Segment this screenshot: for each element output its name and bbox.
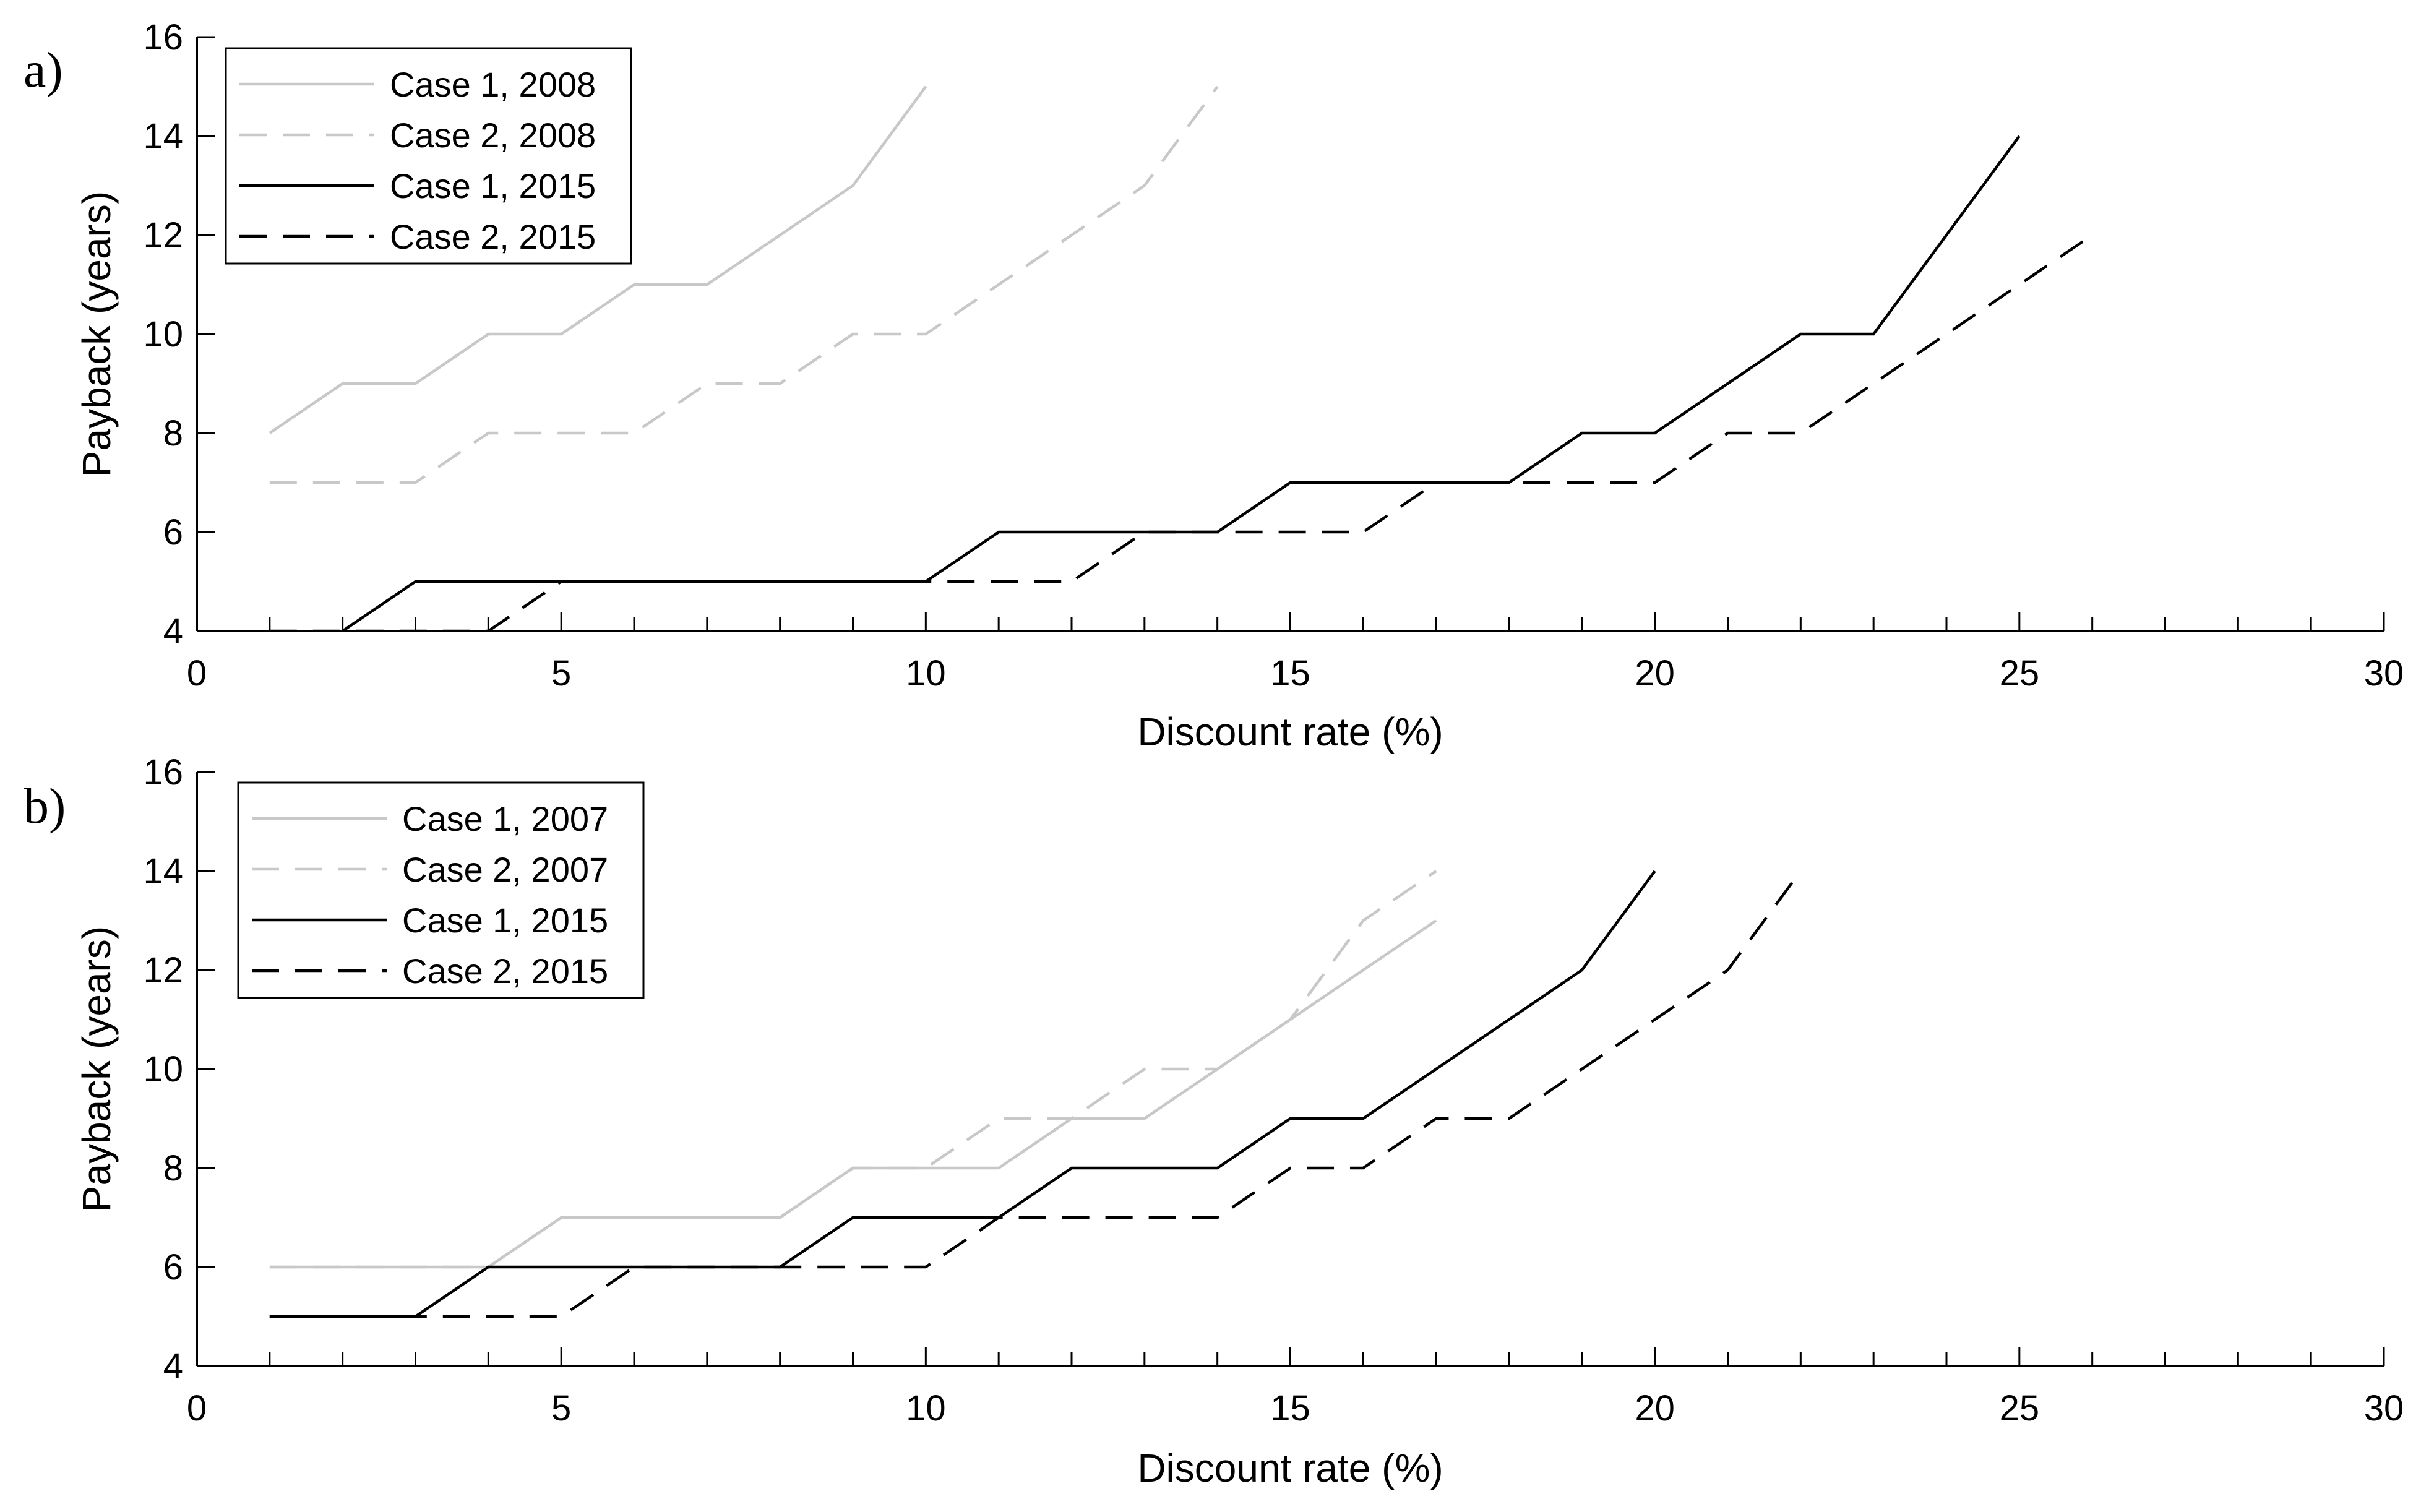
legend-entry-2: Case 2, 2007: [402, 850, 608, 889]
legend-entry-3: Case 1, 2015: [390, 166, 596, 205]
y-axis-label: Payback (years): [74, 191, 119, 477]
y-tick-label: 12: [143, 950, 183, 990]
series-line-4: [269, 870, 1802, 1318]
legend-entry-1: Case 1, 2008: [390, 65, 596, 104]
legend-entry-3: Case 1, 2015: [402, 901, 608, 940]
series-line-2: [269, 870, 1437, 1269]
series-line-4: [269, 234, 2093, 631]
x-tick-label: 0: [187, 653, 207, 694]
series-line-1: [269, 85, 927, 434]
y-tick-label: 12: [143, 215, 183, 256]
x-axis-label: Discount rate (%): [1137, 710, 1443, 754]
x-tick-label: 25: [2000, 1388, 2040, 1428]
y-tick-label: 10: [143, 1049, 183, 1089]
legend: Case 1, 2007 Case 2, 2007 Case 1, 2015 Case…: [237, 781, 645, 999]
x-tick-label: 20: [1635, 653, 1675, 694]
y-tick-label: 4: [163, 611, 183, 651]
x-tick-label: 10: [906, 1388, 946, 1428]
x-tick-label: 10: [906, 653, 946, 694]
y-tick-label: 16: [143, 17, 183, 58]
x-axis-label: Discount rate (%): [1137, 1446, 1443, 1490]
y-tick-label: 8: [163, 1148, 183, 1188]
x-tick-label: 30: [2364, 1388, 2404, 1428]
chart-panel-a: a) 0 5 10 15 20 25 30 4 6 8 10 12 14 16 Discount rate (…: [24, 17, 2404, 754]
panel-label: b): [24, 778, 66, 834]
chart-panel-b: b) 0 5 10 15 20 25 30 4 6 8 10 12 14 16 Discount rate (…: [24, 752, 2404, 1490]
legend-entry-1: Case 1, 2007: [402, 799, 608, 838]
x-tick-label: 20: [1635, 1388, 1675, 1428]
legend-entry-4: Case 2, 2015: [390, 217, 596, 256]
y-tick-label: 4: [163, 1346, 183, 1386]
y-tick-label: 8: [163, 413, 183, 453]
x-tick-label: 0: [187, 1388, 207, 1428]
x-tick-label: 15: [1270, 1388, 1310, 1428]
y-axis-label: Payback (years): [74, 926, 119, 1212]
panel-label: a): [24, 41, 63, 98]
series-line-3: [269, 870, 1656, 1318]
x-tick-label: 25: [2000, 653, 2040, 694]
x-tick-label: 30: [2364, 653, 2404, 694]
y-tick-label: 14: [143, 116, 183, 157]
x-tick-label: 15: [1270, 653, 1310, 694]
y-tick-label: 6: [163, 1247, 183, 1287]
y-tick-label: 6: [163, 512, 183, 552]
legend-entry-4: Case 2, 2015: [402, 951, 608, 990]
y-tick-label: 16: [143, 752, 183, 793]
legend: Case 1, 2008 Case 2, 2008 Case 1, 2015 Case…: [225, 47, 632, 265]
legend-entry-2: Case 2, 2008: [390, 116, 596, 155]
x-tick-label: 5: [551, 1388, 571, 1428]
x-tick-label: 5: [551, 653, 571, 694]
y-tick-label: 14: [143, 851, 183, 891]
y-tick-label: 10: [143, 314, 183, 354]
